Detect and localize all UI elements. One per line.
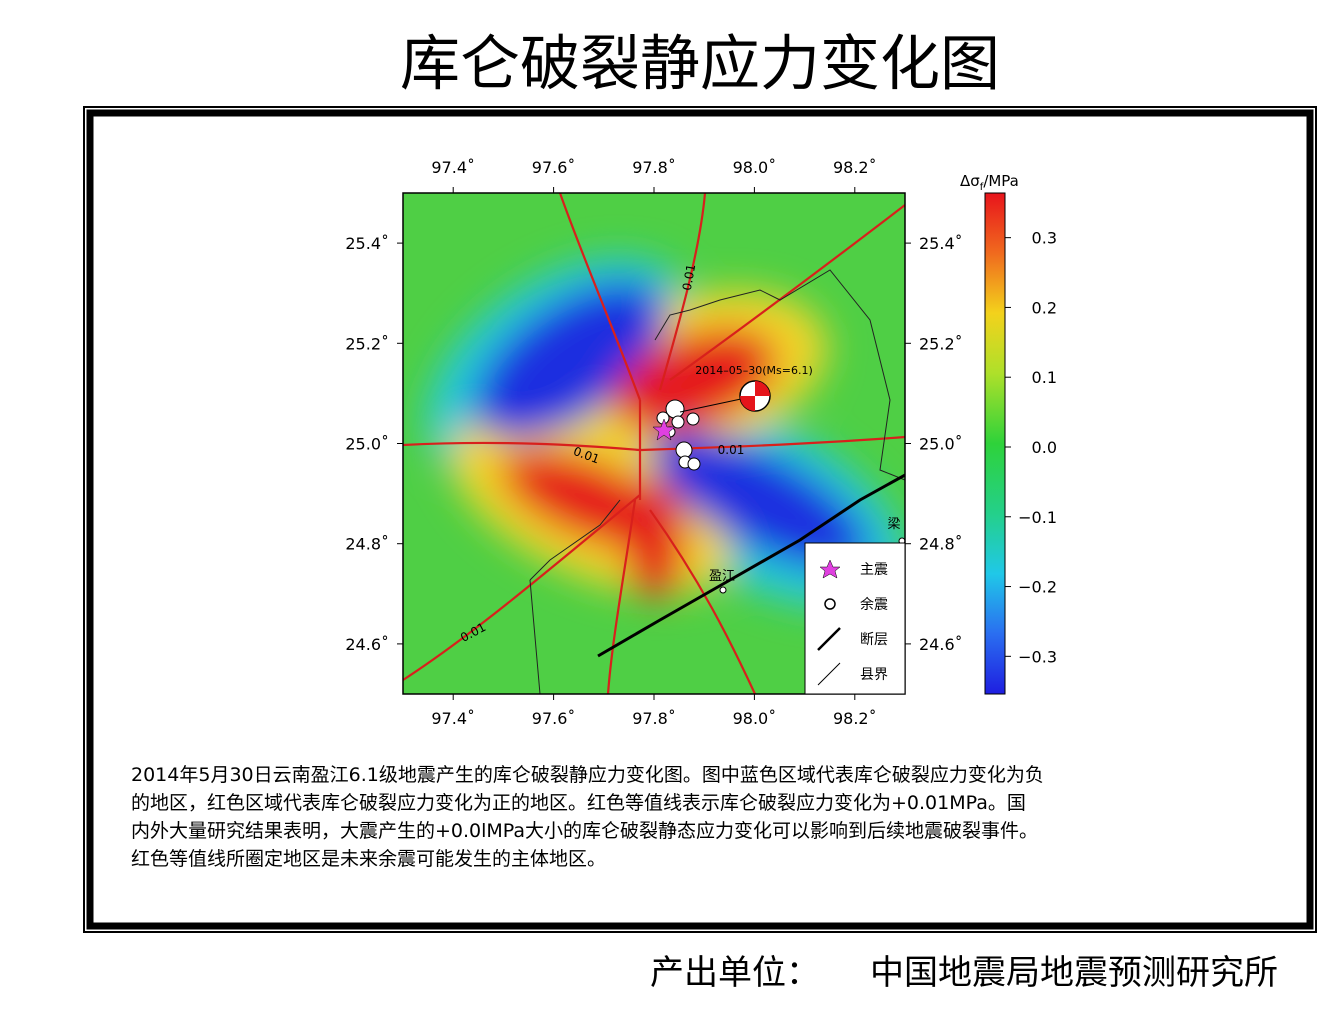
contour-label: 0.01 — [718, 443, 745, 457]
colorbar-tick-label: −0.3 — [1018, 647, 1057, 666]
beachball — [739, 380, 771, 412]
legend: 主震 余震 断层 县界 — [804, 542, 906, 695]
lat-label: 24.6˚ — [919, 635, 963, 654]
lon-label: 98.0˚ — [733, 709, 777, 728]
lon-label: 97.6˚ — [532, 709, 576, 728]
lat-label: 25.4˚ — [345, 234, 389, 253]
lon-label: 98.0˚ — [733, 158, 777, 177]
lon-label: 97.6˚ — [532, 158, 576, 177]
colorbar-tick-label: −0.1 — [1018, 508, 1057, 527]
lat-label: 25.4˚ — [919, 234, 963, 253]
colorbar-tick-label: 0.3 — [1032, 229, 1057, 248]
lat-label: 25.0˚ — [345, 435, 389, 454]
legend-label: 断层 — [860, 632, 888, 648]
lat-label: 25.2˚ — [919, 334, 963, 353]
caption-line: 的地区，红色区域代表库仑破裂应力变化为正的地区。红色等值线表示库仑破裂应力变化为… — [131, 792, 1026, 814]
lat-label: 24.8˚ — [345, 535, 389, 554]
lon-label: 97.4˚ — [431, 709, 475, 728]
caption-line: 内外大量研究结果表明，大震产生的+0.0lMPa大小的库仑破裂静态应力变化可以影… — [131, 820, 1038, 842]
contour-label: 0.01 — [680, 263, 698, 292]
colorbar-tick-label: 0.2 — [1032, 298, 1057, 317]
lon-label: 97.8˚ — [632, 709, 676, 728]
lon-label: 97.8˚ — [632, 158, 676, 177]
colorbar-label: Δσf/MPa — [960, 172, 1019, 193]
title: 库仑破裂静应力变化图 — [400, 30, 1000, 100]
lat-label: 24.8˚ — [919, 535, 963, 554]
caption: 2014年5月30日云南盈江6.1级地震产生的库仑破裂静应力变化图。图中蓝色区域… — [131, 764, 1044, 870]
legend-label: 余震 — [860, 596, 888, 613]
colorbar-subscript: f — [980, 182, 984, 193]
county-boundaries — [529, 269, 905, 694]
lon-label: 98.2˚ — [833, 158, 877, 177]
town-label: 梁 — [887, 517, 900, 532]
lat-label: 25.2˚ — [345, 334, 389, 353]
mainshock-label: 2014–05–30(Ms=6.1) — [695, 364, 813, 377]
legend-label: 县界 — [860, 667, 888, 683]
colorbar-tick-label: 0.1 — [1032, 368, 1057, 387]
footer-org: 中国地震局地震预测研究所 — [870, 953, 1278, 993]
caption-line: 红色等值线所圈定地区是未来余震可能发生的主体地区。 — [131, 848, 606, 870]
lat-label: 25.0˚ — [919, 435, 963, 454]
ticks: 97.4˚ 97.4˚ 97.6˚ 97.6˚ 97.8˚ 97.8˚ 98.0˚ 98.0˚… — [345, 158, 1057, 728]
colorbar-tick-label: −0.2 — [1018, 578, 1057, 597]
aftershocks — [656, 399, 701, 471]
colorbar-symbol: Δσ — [960, 172, 980, 190]
fault — [597, 473, 905, 658]
mainshock — [652, 418, 676, 441]
contour-lines — [403, 193, 905, 694]
colorbar-tick-label: 0.0 — [1032, 438, 1057, 457]
outer-frame — [83, 106, 1317, 933]
lon-label: 97.4˚ — [431, 158, 475, 177]
caption-line: 2014年5月30日云南盈江6.1级地震产生的库仑破裂静应力变化图。图中蓝色区域… — [131, 764, 1044, 786]
lat-label: 24.6˚ — [345, 635, 389, 654]
lon-label: 98.2˚ — [833, 709, 877, 728]
colorbar — [984, 192, 1006, 695]
colorbar-unit: /MPa — [983, 172, 1019, 190]
town-label: 盈江 — [709, 569, 735, 584]
footer-label: 产出单位： — [650, 953, 820, 993]
legend-label: 主震 — [860, 562, 888, 578]
